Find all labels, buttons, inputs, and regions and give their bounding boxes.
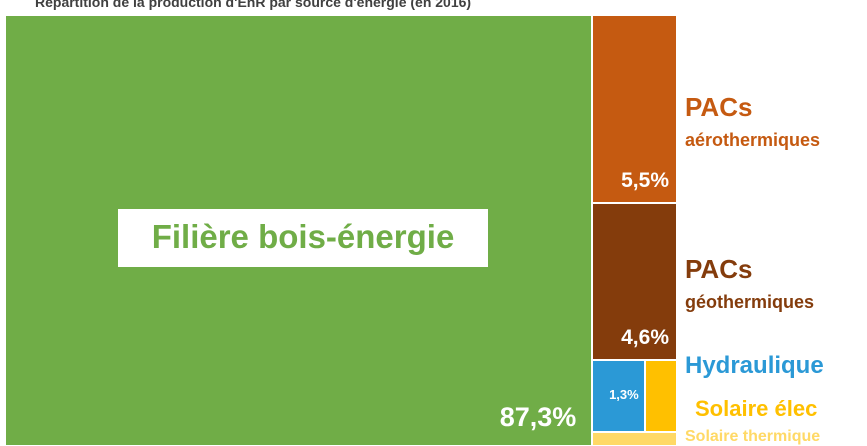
value-label: 1,3%: [609, 387, 639, 403]
tile: [644, 360, 677, 433]
category-label-box: [118, 209, 488, 267]
category-label: PACs géothermiques: [685, 254, 815, 313]
tile: [592, 203, 677, 361]
chart-title: Répartition de la production d'EnR par s…: [35, 0, 472, 10]
category-label: Solaire élec: [695, 396, 818, 421]
value-label: 4,6%: [621, 326, 669, 350]
category-label: PACs aérothermiques: [685, 92, 821, 151]
tile: [592, 360, 645, 433]
category-label: Hydraulique: [685, 352, 824, 379]
category-label: Solaire thermique: [685, 428, 821, 445]
tile: [592, 15, 677, 204]
tile: [592, 432, 677, 446]
value-label: 87,3%: [499, 402, 577, 432]
value-label: 5,5%: [621, 169, 669, 193]
category-label: Filière bois-énergie: [151, 218, 455, 255]
